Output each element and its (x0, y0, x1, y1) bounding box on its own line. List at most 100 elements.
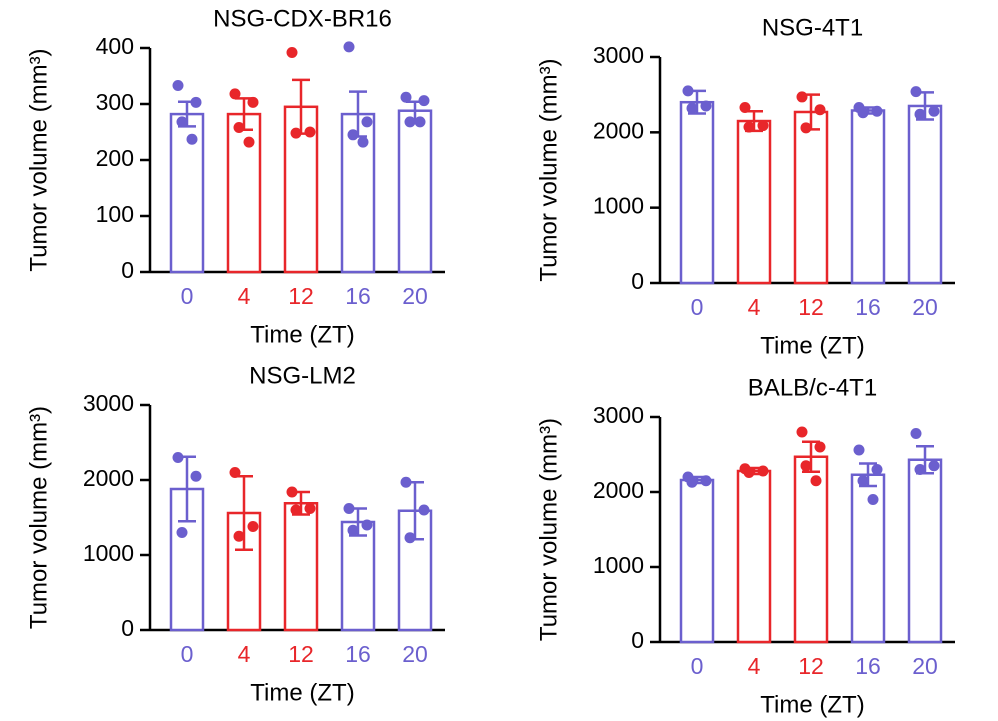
data-point (304, 503, 316, 514)
bar (679, 100, 715, 285)
x-tick-label: 0 (181, 641, 194, 667)
data-point (418, 95, 430, 107)
data-point (682, 85, 694, 97)
y-tick-label: 200 (96, 145, 134, 171)
data-point (910, 86, 922, 98)
data-point (347, 129, 359, 141)
data-point (304, 126, 316, 138)
data-point (871, 464, 883, 475)
bar (340, 112, 376, 274)
data-point (172, 80, 184, 92)
x-tick-label: 16 (345, 283, 371, 309)
data-point (796, 91, 808, 103)
bar (736, 119, 772, 285)
data-point (357, 136, 369, 148)
data-point (757, 465, 769, 477)
data-point (814, 104, 826, 116)
data-point (796, 426, 808, 438)
y-tick-label: 0 (121, 257, 134, 283)
chart-title: BALB/c-4T1 (748, 374, 877, 401)
y-tick-label: 3000 (593, 42, 644, 68)
data-point (400, 476, 412, 488)
data-point (229, 467, 241, 478)
data-point (247, 521, 259, 532)
data-point (176, 527, 188, 538)
data-point (853, 444, 865, 456)
data-point (290, 504, 302, 516)
data-point (361, 116, 373, 128)
data-point (757, 120, 769, 132)
y-axis-label: Tumor volume (mm³) (25, 406, 52, 629)
y-tick-label: 400 (96, 33, 134, 59)
bar (679, 478, 715, 644)
data-point (928, 105, 940, 117)
data-point (343, 41, 355, 53)
data-point (800, 460, 812, 472)
y-tick-label: 1000 (593, 193, 644, 219)
data-point (700, 475, 712, 487)
data-point (857, 475, 869, 487)
data-point (229, 88, 241, 100)
bar (397, 109, 433, 274)
data-point (700, 100, 712, 112)
data-point (404, 116, 416, 128)
x-tick-label: 20 (402, 641, 428, 667)
data-point (910, 428, 922, 439)
data-point (347, 524, 359, 536)
x-tick-label: 12 (798, 653, 824, 679)
data-point (172, 452, 184, 463)
y-tick-label: 100 (96, 201, 134, 227)
data-point (233, 122, 245, 134)
data-point (867, 494, 879, 505)
data-point (243, 136, 255, 148)
x-axis-label: Time (ZT) (250, 679, 354, 706)
y-tick-label: 3000 (593, 402, 644, 428)
bar (736, 469, 772, 644)
y-tick-label: 0 (631, 627, 644, 653)
y-axis-label: Tumor volume (mm³) (535, 58, 562, 281)
data-point (404, 532, 416, 544)
data-point (871, 105, 883, 117)
data-point (400, 91, 412, 103)
x-tick-label: 0 (691, 294, 704, 320)
y-tick-label: 2000 (593, 117, 644, 143)
data-point (190, 96, 202, 108)
data-point (743, 467, 755, 478)
data-point (914, 108, 926, 120)
y-tick-label: 0 (121, 615, 134, 641)
data-point (186, 133, 198, 145)
x-tick-label: 4 (748, 653, 761, 679)
x-axis-label: Time (ZT) (760, 691, 864, 718)
chart-title: NSG-4T1 (762, 14, 863, 41)
bar (283, 502, 319, 632)
data-point (857, 107, 869, 119)
y-tick-label: 3000 (83, 390, 134, 416)
x-axis-label: Time (ZT) (760, 332, 864, 359)
data-point (176, 116, 188, 128)
data-point (739, 101, 751, 113)
y-tick-label: 1000 (593, 552, 644, 578)
y-axis-label: Tumor volume (mm³) (25, 48, 52, 271)
y-tick-label: 0 (631, 268, 644, 294)
data-point (814, 441, 826, 453)
data-point (233, 530, 245, 542)
data-point (286, 486, 298, 498)
x-tick-label: 20 (912, 653, 938, 679)
x-tick-label: 20 (402, 283, 428, 309)
x-tick-label: 12 (798, 294, 824, 320)
bar (793, 455, 829, 644)
y-axis-label: Tumor volume (mm³) (535, 418, 562, 641)
x-tick-label: 0 (691, 653, 704, 679)
bar (850, 109, 886, 285)
data-point (743, 121, 755, 133)
data-point (247, 96, 259, 108)
y-tick-label: 300 (96, 89, 134, 115)
data-point (928, 460, 940, 472)
data-point (190, 470, 202, 482)
data-point (810, 475, 822, 487)
data-point (414, 116, 426, 128)
y-tick-label: 2000 (83, 465, 134, 491)
x-tick-label: 12 (288, 283, 314, 309)
bar (907, 458, 943, 644)
